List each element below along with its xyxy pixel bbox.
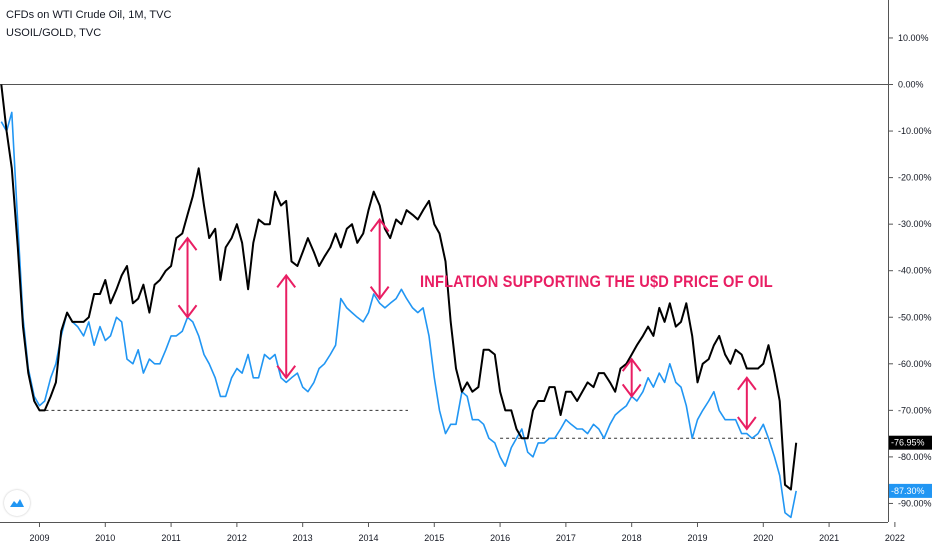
series-layer <box>0 84 798 519</box>
arrow-head-up <box>276 273 297 288</box>
chart-legend: CFDs on WTI Crude Oil, 1M, TVC USOIL/GOL… <box>6 6 171 42</box>
x-tick-label: 2013 <box>293 533 313 543</box>
double-arrow-2[interactable] <box>276 273 297 380</box>
y-tick-label: -40.00% <box>898 266 932 276</box>
y-tick-label: -20.00% <box>898 173 932 183</box>
y-tick-label: 0.00% <box>898 80 924 90</box>
x-tick-label: 2011 <box>161 533 180 543</box>
time-axis[interactable]: 2009 2010 2011 2012 2013 2014 2015 2016 2017 2018… <box>29 522 905 543</box>
y-tick-label: 10.00% <box>898 33 929 43</box>
double-arrow-5[interactable] <box>737 376 757 431</box>
series-line-1[interactable] <box>0 84 798 491</box>
arrow-head-down <box>737 416 757 431</box>
y-tick-label: -90.00% <box>898 498 932 508</box>
x-tick-label: 2021 <box>819 533 839 543</box>
price-axis[interactable]: 10.00% 0.00% -10.00% -20.00% -30.00% -40.00% -… <box>888 33 932 509</box>
x-tick-label: 2016 <box>490 533 510 543</box>
x-tick-label: 2017 <box>556 533 576 543</box>
arrow-head-down <box>621 383 642 399</box>
arrow-layer <box>177 217 757 431</box>
last-value-badge-1: -76.95% <box>889 435 932 450</box>
double-arrow-1[interactable] <box>177 236 198 319</box>
y-tick-label: -30.00% <box>898 219 932 229</box>
x-tick-label: 2019 <box>687 533 707 543</box>
arrow-head-up <box>737 376 757 391</box>
legend-series-usoil-gold[interactable]: USOIL/GOLD, TVC <box>6 27 102 39</box>
arrow-head-up <box>177 236 198 251</box>
badge-background <box>889 435 932 450</box>
arrow-head-down <box>177 304 198 319</box>
arrow-head-up <box>621 357 642 372</box>
tradingview-logo-icon[interactable] <box>4 490 30 516</box>
x-tick-label: 2018 <box>622 533 642 543</box>
x-tick-label: 2010 <box>95 533 115 543</box>
annotation-text[interactable]: INFLATION SUPPORTING THE U$D PRICE OF OI… <box>420 272 773 291</box>
series-line-2[interactable] <box>0 111 797 519</box>
x-tick-label: 2014 <box>358 533 378 543</box>
x-tick-label: 2009 <box>29 533 49 543</box>
badge-background <box>889 483 932 498</box>
x-tick-label: 2015 <box>424 533 444 543</box>
last-value-badge-2: -87.30% <box>889 483 932 498</box>
legend-series-wti[interactable]: CFDs on WTI Crude Oil, 1M, TVC <box>6 9 172 21</box>
badge-label: -87.30% <box>891 486 925 496</box>
chart-overlays <box>0 84 888 439</box>
y-tick-label: -80.00% <box>898 452 932 462</box>
arrow-head-up <box>369 217 390 233</box>
y-tick-label: -50.00% <box>898 312 932 322</box>
double-arrow-3[interactable] <box>369 217 390 301</box>
y-tick-label: -70.00% <box>898 405 932 415</box>
x-tick-label: 2022 <box>885 533 905 543</box>
last-value-badges: -76.95% -87.30% <box>889 435 932 498</box>
arrow-head-down <box>369 286 390 301</box>
y-tick-label: -10.00% <box>898 126 932 136</box>
x-tick-label: 2020 <box>753 533 773 543</box>
double-arrow-4[interactable] <box>621 357 642 399</box>
y-tick-label: -60.00% <box>898 359 932 369</box>
arrow-head-down <box>276 365 297 380</box>
badge-label: -76.95% <box>891 438 925 448</box>
x-tick-label: 2012 <box>227 533 247 543</box>
